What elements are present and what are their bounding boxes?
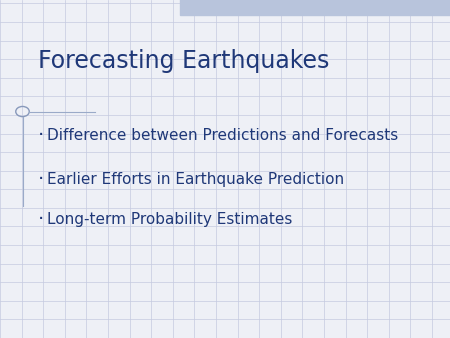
- Text: Earlier Efforts in Earthquake Prediction: Earlier Efforts in Earthquake Prediction: [47, 172, 344, 187]
- Text: ·: ·: [37, 126, 44, 145]
- Text: ·: ·: [37, 170, 44, 189]
- Bar: [180, 0, 450, 15]
- Text: Difference between Predictions and Forecasts: Difference between Predictions and Forec…: [47, 128, 399, 143]
- Text: Forecasting Earthquakes: Forecasting Earthquakes: [38, 49, 329, 73]
- Text: ·: ·: [37, 210, 44, 229]
- Text: Long-term Probability Estimates: Long-term Probability Estimates: [47, 212, 292, 227]
